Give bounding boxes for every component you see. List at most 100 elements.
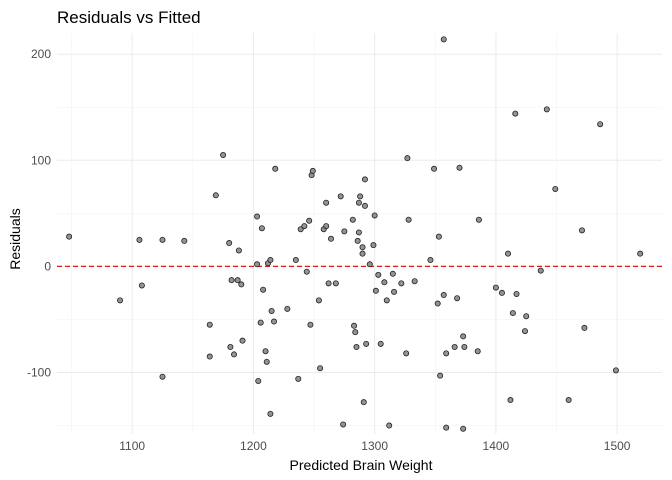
data-point [212, 192, 219, 199]
data-point [231, 351, 238, 358]
grid [57, 33, 662, 434]
data-point [254, 261, 261, 268]
data-point [403, 350, 410, 357]
data-point [234, 277, 241, 284]
y-tick-label: 0 [44, 259, 51, 273]
data-point [258, 225, 265, 232]
data-point [332, 280, 339, 287]
data-point [228, 277, 235, 284]
data-point [136, 236, 143, 243]
data-point [565, 397, 572, 404]
data-point [454, 295, 461, 302]
y-tick-label: 200 [31, 47, 51, 61]
data-point [498, 289, 505, 296]
data-point [267, 410, 274, 417]
data-point [360, 399, 367, 406]
x-tick-label: 1100 [119, 439, 145, 453]
data-point [307, 321, 314, 328]
data-point [255, 377, 262, 384]
data-point [227, 344, 234, 351]
data-point [521, 328, 528, 335]
data-point [323, 199, 330, 206]
data-point [323, 223, 330, 230]
data-point [372, 287, 379, 294]
data-point [349, 216, 356, 223]
data-point [239, 337, 246, 344]
data-point [366, 261, 373, 268]
chart-title: Residuals vs Fitted [57, 8, 201, 27]
data-point [340, 421, 347, 428]
data-point [268, 307, 275, 314]
data-point [181, 237, 188, 244]
data-point [537, 267, 544, 274]
data-point [612, 367, 619, 374]
data-point [404, 155, 411, 162]
data-point [260, 286, 267, 293]
y-tick-label: -100 [27, 365, 51, 379]
data-point [371, 212, 378, 219]
data-point [389, 270, 396, 277]
data-point [461, 344, 468, 351]
data-point [267, 257, 274, 264]
data-point [301, 223, 308, 230]
data-point [398, 280, 405, 287]
data-point [523, 313, 530, 320]
y-tick-label: 100 [31, 153, 51, 167]
data-point [386, 422, 393, 429]
data-point [361, 176, 368, 183]
x-tick-label: 1500 [604, 439, 631, 453]
y-tick-labels: -100 0 100 200 [27, 47, 51, 379]
data-point [363, 340, 370, 347]
data-point [337, 193, 344, 200]
data-point [138, 282, 145, 289]
data-point [492, 284, 499, 291]
data-point [437, 372, 444, 379]
data-point [351, 322, 358, 329]
x-tick-label: 1400 [483, 439, 510, 453]
data-point [435, 233, 442, 240]
x-tick-label: 1300 [361, 439, 388, 453]
data-point [295, 375, 302, 382]
data-point [552, 185, 559, 192]
data-point [254, 213, 261, 220]
data-point [383, 297, 390, 304]
data-point [456, 164, 463, 171]
data-point [391, 288, 398, 295]
data-point [262, 348, 269, 355]
data-point [507, 397, 514, 404]
data-point [513, 290, 520, 297]
data-points [66, 36, 644, 432]
data-point [272, 165, 279, 172]
data-point [159, 373, 166, 380]
data-point [355, 199, 362, 206]
data-point [159, 236, 166, 243]
data-point [306, 217, 313, 224]
data-point [235, 247, 242, 254]
x-tick-label: 1200 [240, 439, 267, 453]
data-point [427, 257, 434, 264]
data-point [361, 202, 368, 209]
data-point [309, 167, 316, 174]
data-point [512, 110, 519, 117]
x-axis-label: Predicted Brain Weight [290, 457, 433, 473]
data-point [377, 340, 384, 347]
data-point [353, 344, 360, 351]
data-point [581, 324, 588, 331]
y-axis-label: Residuals [7, 208, 23, 269]
data-point [443, 424, 450, 431]
data-point [578, 227, 585, 234]
data-point [357, 193, 364, 200]
data-point [509, 310, 516, 317]
data-point [405, 216, 412, 223]
data-point [325, 280, 332, 287]
data-point [431, 165, 438, 172]
data-point [303, 268, 310, 275]
data-point [505, 250, 512, 257]
data-point [637, 250, 644, 257]
data-point [226, 240, 233, 247]
data-point [440, 292, 447, 299]
data-point [206, 353, 213, 360]
data-point [597, 121, 604, 128]
data-point [271, 318, 278, 325]
